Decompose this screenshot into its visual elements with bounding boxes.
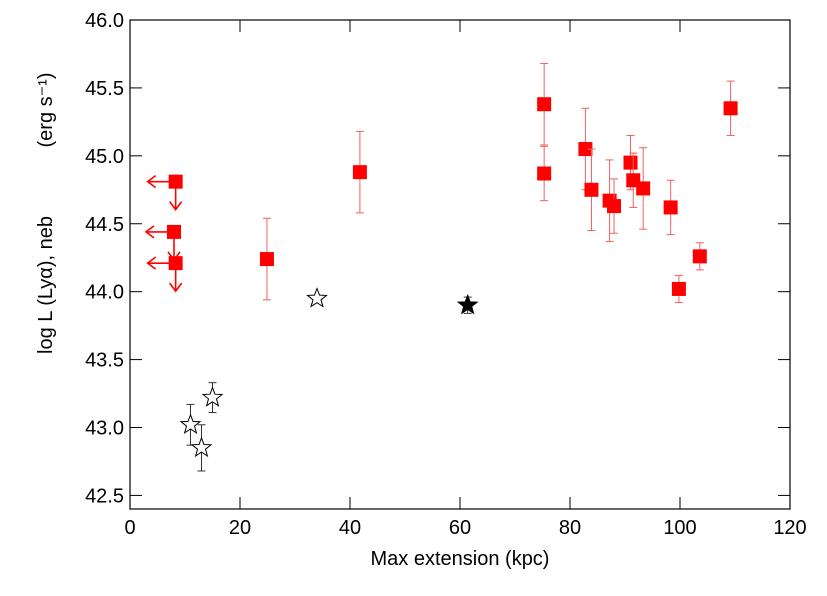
y-tick-label: 46.0	[85, 10, 124, 32]
point	[456, 293, 479, 315]
y-tick-label: 45.0	[85, 146, 124, 168]
point	[537, 97, 552, 112]
point	[259, 252, 274, 267]
x-tick-label: 120	[773, 517, 806, 539]
x-tick-label: 40	[339, 517, 361, 539]
point	[584, 182, 599, 197]
point	[190, 436, 213, 458]
point	[179, 413, 202, 435]
point	[723, 101, 738, 116]
x-tick-label: 100	[663, 517, 696, 539]
plot-frame	[129, 19, 791, 510]
point	[168, 256, 183, 271]
x-axis-title: Max extension (kpc)	[371, 548, 550, 570]
point	[537, 166, 552, 181]
y-tick-label: 44.5	[85, 214, 124, 236]
point	[306, 287, 328, 308]
y-tick-label: 43.0	[85, 418, 124, 440]
point	[663, 200, 678, 215]
y-tick-label: 44.0	[85, 282, 124, 304]
x-tick-label: 60	[449, 517, 471, 539]
point	[607, 199, 621, 214]
y-tick-label: 43.5	[85, 350, 124, 372]
point	[578, 142, 593, 157]
point	[201, 386, 224, 407]
y-tick-label: 45.5	[85, 78, 124, 100]
point	[167, 224, 181, 239]
x-tick-label: 0	[124, 517, 135, 539]
x-tick-label: 20	[229, 517, 251, 539]
y-tick-label: 42.5	[85, 485, 124, 507]
x-tick-label: 80	[559, 517, 581, 539]
y-axis-title: log L (Lyα), neb	[35, 216, 57, 354]
y-axis-unit: (erg s⁻¹)	[35, 73, 57, 148]
point	[352, 165, 367, 180]
point	[636, 181, 651, 196]
point	[671, 281, 686, 296]
point	[692, 249, 707, 264]
point	[168, 174, 183, 189]
point	[623, 155, 638, 170]
